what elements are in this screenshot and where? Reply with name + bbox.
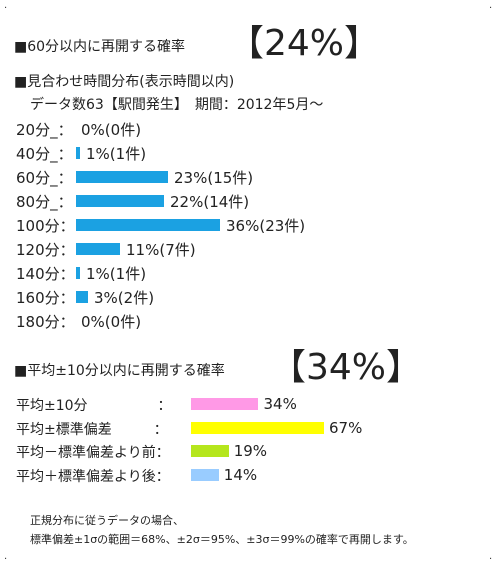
average-bar (191, 398, 259, 410)
distribution-bar (76, 291, 88, 303)
corner-dot-top-right: . (489, 0, 493, 11)
distribution-category-label: 120分： (16, 241, 75, 259)
average-value-label: 67% (329, 418, 363, 437)
note-line-1: 正規分布に従うデータの場合、 (30, 514, 184, 527)
distribution-bar (76, 171, 168, 183)
distribution-value-label: 11%(7件) (126, 241, 196, 259)
average-value-label: 14% (223, 465, 258, 484)
distribution-category-label: 60分_： (16, 169, 73, 187)
average-category-label: 平均±10分 ： (16, 398, 172, 414)
distribution-bar (76, 267, 80, 279)
probability-avg-header: ■平均±10分以内に再開する確率 (14, 363, 225, 379)
average-value-label: 19% (233, 442, 268, 460)
distribution-bar (76, 147, 80, 159)
distribution-value-label: 1%(1件) (86, 145, 147, 163)
average-value-label: 34% (263, 395, 297, 413)
average-category-label: 平均±標準偏差 ： (16, 421, 168, 438)
distribution-category-label: 140分： (16, 265, 75, 283)
average-bar (191, 445, 229, 457)
distribution-value-label: 23%(15件) (174, 169, 254, 187)
average-category-label: 平均＋標準偏差より後： (16, 468, 170, 485)
distribution-category-label: 40分_： (16, 145, 73, 163)
probability-60min-header: ■60分以内に再開する確率 (14, 39, 186, 55)
distribution-value-label: 3%(2件) (94, 289, 155, 307)
distribution-category-label: 20分_： (16, 121, 73, 139)
distribution-bar (76, 219, 220, 231)
average-bar (191, 468, 219, 481)
average-bar (191, 421, 324, 434)
note-line-2: 標準偏差±1σの範囲＝68%、±2σ＝95%、±3σ＝99%の確率で再開します。 (30, 533, 414, 546)
distribution-bar (76, 195, 164, 207)
distribution-value-label: 1%(1件) (86, 265, 147, 283)
probability-avg-value: 【34%】 (270, 347, 423, 388)
distribution-value-label: 0%(0件) (81, 121, 142, 139)
distribution-category-label: 100分： (16, 217, 75, 235)
distribution-subtitle: データ数63【駅間発生】 期間：2012年5月～ (30, 97, 324, 113)
probability-60min-value: 【24%】 (228, 23, 381, 64)
average-category-label: 平均－標準偏差より前： (16, 445, 170, 461)
corner-dot-bottom-left: . (4, 551, 8, 562)
distribution-value-label: 22%(14件) (170, 193, 250, 211)
corner-dot-top-left: . (4, 0, 8, 11)
distribution-category-label: 180分： (16, 313, 75, 331)
distribution-bar (76, 243, 120, 255)
distribution-header: ■見合わせ時間分布(表示時間以内) (14, 74, 235, 90)
distribution-category-label: 160分： (16, 289, 75, 307)
distribution-category-label: 80分_： (16, 193, 73, 211)
distribution-value-label: 0%(0件) (81, 313, 142, 331)
corner-dot-bottom-right: . (489, 551, 493, 562)
distribution-value-label: 36%(23件) (226, 217, 306, 235)
